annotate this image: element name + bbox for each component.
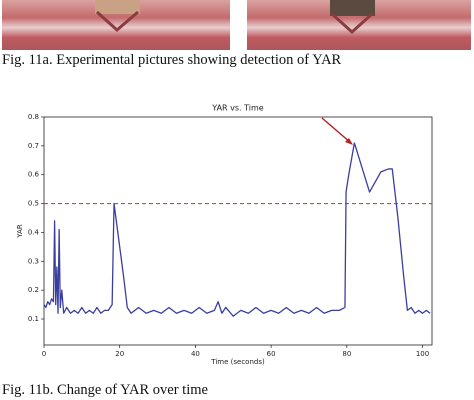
- y-tick-label: 0.6: [28, 171, 40, 179]
- x-tick-label: 20: [115, 350, 124, 358]
- x-tick-label: 60: [267, 350, 276, 358]
- plot-frame: [43, 116, 433, 346]
- y-tick-label: 0.2: [28, 286, 39, 294]
- chart-title: YAR vs. Time: [211, 104, 263, 113]
- x-tick-label: 80: [342, 350, 351, 358]
- y-tick-label: 0.7: [28, 142, 39, 150]
- y-tick-label: 0.3: [28, 257, 39, 265]
- y-tick-label: 0.8: [28, 113, 39, 121]
- photo-right: [247, 0, 471, 50]
- annotation-arrowhead: [345, 138, 353, 145]
- annotation-arrow: [321, 117, 352, 144]
- x-tick-label: 40: [191, 350, 200, 358]
- x-tick-label: 100: [416, 350, 429, 358]
- caption-a: Fig. 11a. Experimental pictures showing …: [2, 52, 342, 68]
- y-axis-label: YAR: [16, 224, 24, 239]
- caption-b: Fig. 11b. Change of YAR over time: [2, 382, 208, 398]
- data-line: [43, 142, 431, 317]
- y-tick-label: 0.4: [28, 228, 40, 236]
- x-axis-label: Time (seconds): [210, 358, 265, 366]
- photo-left: [2, 0, 230, 50]
- y-tick-label: 0.5: [28, 200, 39, 208]
- y-tick-label: 0.1: [28, 315, 39, 323]
- x-tick-label: 0: [42, 350, 46, 358]
